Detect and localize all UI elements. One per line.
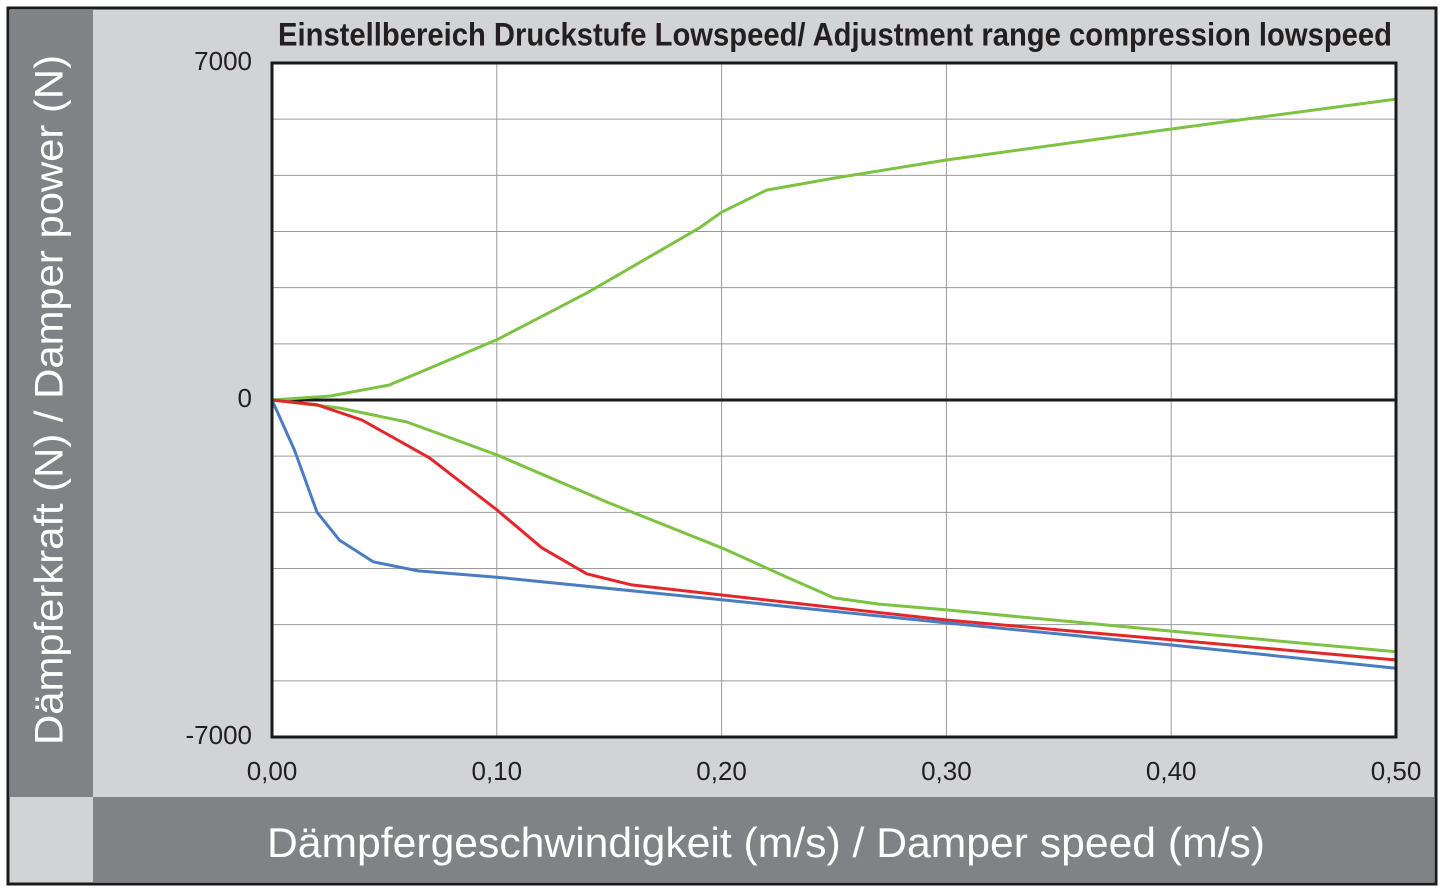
x-tick-label: 0,30 — [921, 756, 972, 786]
series-line — [271, 398, 1397, 662]
x-axis-label: Dämpfergeschwindigkeit (m/s) / Damper sp… — [267, 819, 1265, 866]
x-label-band — [93, 797, 1434, 882]
x-tick-label: 0,50 — [1371, 756, 1422, 786]
x-tick-label: 0,10 — [471, 756, 522, 786]
lines — [270, 97, 1397, 670]
y-label-band — [10, 10, 93, 797]
x-tick-label: 0,00 — [247, 756, 298, 786]
series-line — [271, 97, 1397, 402]
y-tick-label: 0 — [238, 383, 252, 413]
y-tick-label: -7000 — [186, 720, 253, 750]
plot-border — [270, 61, 1398, 739]
tick-labels: 0,00 0,10 0,20 0,30 0,40 0,50 -7000 0 7000 — [186, 46, 1422, 786]
series-line — [270, 399, 1397, 670]
y-axis-label: Dämpferkraft (N) / Damper power (N) — [28, 55, 72, 745]
series-line — [271, 398, 1397, 654]
x-tick-label: 0,20 — [696, 756, 747, 786]
y-tick-label: 7000 — [194, 46, 252, 76]
x-tick-label: 0,40 — [1146, 756, 1197, 786]
chart-title: Einstellbereich Druckstufe Lowspeed/ Adj… — [278, 16, 1392, 52]
